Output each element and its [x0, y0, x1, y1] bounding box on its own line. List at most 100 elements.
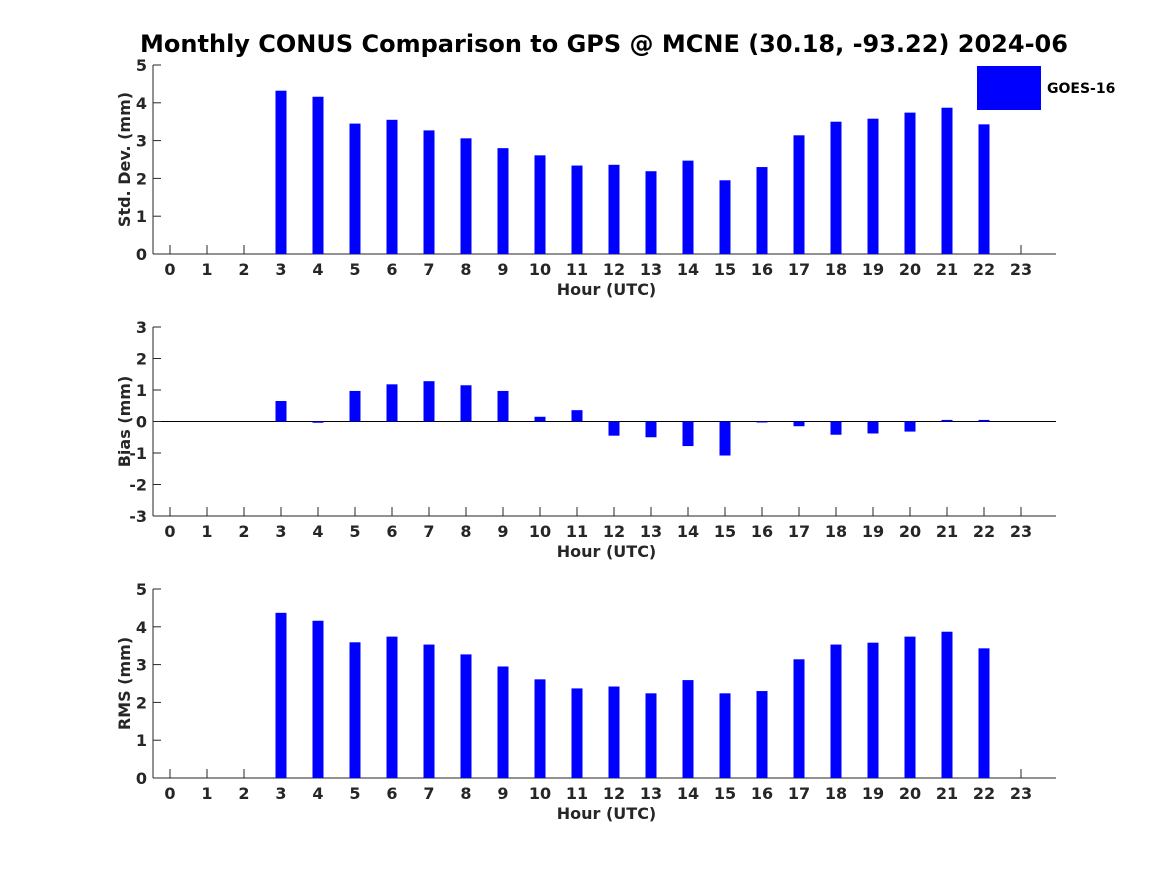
x-tick-label: 8 [460, 784, 471, 803]
x-tick-label: 5 [349, 260, 360, 279]
bar-hour-16 [756, 691, 768, 778]
bar-hour-14 [682, 421, 694, 447]
bar-hour-17 [793, 135, 805, 254]
x-tick-label: 19 [862, 522, 884, 541]
x-tick-label: 17 [788, 784, 810, 803]
x-tick-label: 14 [677, 260, 699, 279]
y-tick-label: 2 [136, 169, 147, 188]
x-tick-label: 9 [497, 522, 508, 541]
legend-swatch [977, 66, 1041, 110]
x-tick-label: 4 [312, 260, 323, 279]
x-tick-label: 3 [275, 784, 286, 803]
x-tick-label: 19 [862, 784, 884, 803]
bar-hour-20 [904, 112, 916, 255]
bar-hour-22 [978, 124, 990, 254]
x-tick-label: 21 [936, 260, 958, 279]
bar-hour-11 [571, 410, 583, 422]
x-tick-label: 17 [788, 522, 810, 541]
x-tick-label: 13 [640, 522, 662, 541]
x-tick-label: 21 [936, 522, 958, 541]
bar-hour-7 [423, 130, 435, 254]
bar-hour-22 [978, 648, 990, 778]
y-axis-label: Bias (mm) [115, 376, 134, 468]
bar-hour-10 [534, 416, 546, 422]
y-tick-label: 5 [136, 580, 147, 599]
bar-hour-7 [423, 381, 435, 422]
x-tick-label: 13 [640, 260, 662, 279]
bar-hour-4 [312, 96, 324, 254]
x-tick-label: 1 [201, 784, 212, 803]
bar-hour-9 [497, 666, 509, 778]
x-tick-label: 1 [201, 522, 212, 541]
y-tick-label: 5 [136, 56, 147, 75]
y-tick-label: -3 [129, 507, 147, 526]
x-tick-label: 18 [825, 522, 847, 541]
bar-hour-18 [830, 644, 842, 778]
x-tick-label: 19 [862, 260, 884, 279]
x-tick-label: 16 [751, 784, 773, 803]
x-axis-label: Hour (UTC) [557, 280, 657, 299]
x-tick-label: 11 [566, 522, 588, 541]
chart-title: Monthly CONUS Comparison to GPS @ MCNE (… [140, 30, 1068, 58]
y-tick-label: 4 [136, 94, 147, 113]
x-axis-label: Hour (UTC) [557, 804, 657, 823]
bar-hour-11 [571, 688, 583, 778]
x-tick-label: 2 [238, 784, 249, 803]
x-tick-label: 4 [312, 522, 323, 541]
x-tick-label: 23 [1010, 260, 1032, 279]
x-tick-label: 20 [899, 522, 921, 541]
x-tick-label: 21 [936, 784, 958, 803]
bar-hour-5 [349, 390, 361, 422]
bar-hour-4 [312, 421, 324, 423]
bar-hour-19 [867, 642, 879, 778]
bar-hour-10 [534, 155, 546, 254]
bar-hour-19 [867, 118, 879, 255]
x-tick-label: 7 [423, 522, 434, 541]
x-tick-label: 12 [603, 784, 625, 803]
x-tick-label: 20 [899, 260, 921, 279]
bar-hour-9 [497, 390, 509, 422]
y-tick-label: 3 [136, 318, 147, 337]
x-tick-label: 8 [460, 260, 471, 279]
bar-hour-22 [978, 419, 990, 422]
bar-hour-3 [275, 401, 287, 422]
x-tick-label: 22 [973, 784, 995, 803]
x-tick-label: 15 [714, 522, 736, 541]
bar-hour-15 [719, 421, 731, 456]
bar-hour-13 [645, 421, 657, 438]
x-tick-label: 0 [164, 522, 175, 541]
x-tick-label: 18 [825, 260, 847, 279]
bar-hour-6 [386, 119, 398, 254]
bar-hour-20 [904, 636, 916, 778]
x-tick-label: 15 [714, 260, 736, 279]
y-tick-label: 3 [136, 656, 147, 675]
bar-hour-17 [793, 421, 805, 427]
x-tick-label: 9 [497, 784, 508, 803]
x-tick-label: 10 [529, 522, 551, 541]
bar-hour-17 [793, 659, 805, 778]
bar-hour-6 [386, 384, 398, 422]
bar-hour-4 [312, 620, 324, 778]
x-tick-label: 13 [640, 784, 662, 803]
x-tick-label: 16 [751, 522, 773, 541]
bar-hour-16 [756, 167, 768, 254]
x-tick-label: 14 [677, 784, 699, 803]
x-tick-label: 17 [788, 260, 810, 279]
x-tick-label: 11 [566, 784, 588, 803]
x-tick-label: 0 [164, 260, 175, 279]
bar-hour-8 [460, 138, 472, 254]
y-tick-label: 3 [136, 132, 147, 151]
x-tick-label: 22 [973, 260, 995, 279]
y-tick-label: 1 [136, 731, 147, 750]
x-tick-label: 2 [238, 260, 249, 279]
x-tick-label: 2 [238, 522, 249, 541]
bar-hour-8 [460, 385, 472, 422]
legend-label: GOES-16 [1047, 81, 1115, 97]
x-tick-label: 5 [349, 784, 360, 803]
x-tick-label: 6 [386, 522, 397, 541]
y-tick-label: 0 [136, 413, 147, 432]
bar-hour-12 [608, 686, 620, 778]
x-tick-label: 10 [529, 260, 551, 279]
